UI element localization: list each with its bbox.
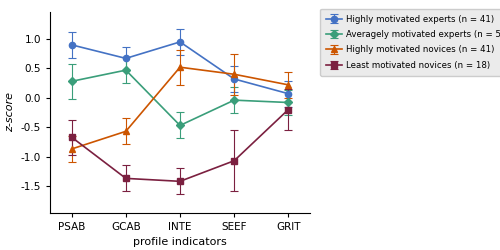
Y-axis label: z-score: z-score <box>5 92 15 132</box>
Legend: Highly motivated experts (n = 41), Averagely motivated experts (n = 55), Highly : Highly motivated experts (n = 41), Avera… <box>320 8 500 76</box>
X-axis label: profile indicators: profile indicators <box>133 237 227 247</box>
